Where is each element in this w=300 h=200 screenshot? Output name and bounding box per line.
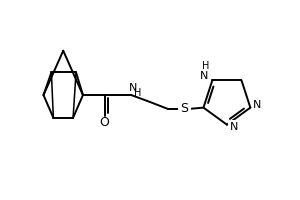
Text: O: O — [100, 116, 110, 129]
Text: N: N — [230, 122, 238, 132]
Text: N: N — [129, 83, 137, 93]
Text: N: N — [200, 71, 209, 81]
Text: S: S — [181, 102, 188, 115]
Text: H: H — [134, 88, 142, 98]
Text: N: N — [253, 100, 262, 110]
Text: H: H — [202, 61, 209, 71]
